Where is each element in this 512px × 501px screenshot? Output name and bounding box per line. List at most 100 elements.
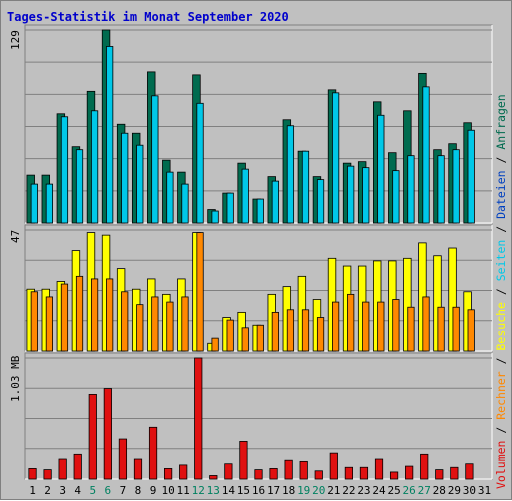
bar-besuche-day-2 (45, 296, 53, 352)
y-axis-max-label: 1.03 MB (9, 355, 22, 402)
day-label: 9 (150, 484, 157, 497)
bar-dateien-day-15 (241, 168, 249, 224)
bar-volumen-day-23 (359, 466, 369, 480)
bar-besuche-day-26 (407, 306, 415, 352)
day-label: 29 (448, 484, 461, 497)
bar-volumen-day-18 (284, 459, 293, 480)
y-axis-max-label: 47 (9, 230, 22, 243)
bar-dateien-day-19 (301, 150, 310, 224)
bar-volumen-day-26 (405, 465, 414, 480)
bar-besuche-day-22 (347, 293, 355, 352)
bar-dateien-day-8 (136, 144, 144, 224)
bar-dateien-day-6 (106, 46, 114, 224)
bar-seiten-day-28 (433, 255, 442, 352)
bar-volumen-day-29 (450, 466, 459, 480)
day-labels: 1 2 3 4 5 6 7 8 9 10 11 12 13 14 15 16 17 18 19 20 21 22 23 24 2… (29, 484, 491, 497)
bar-volumen-day-19 (299, 460, 308, 480)
legend-dateien: Dateien (494, 170, 508, 218)
bar-besuche-day-16 (256, 324, 264, 352)
bar-dateien-day-10 (166, 171, 174, 224)
bar-besuche-day-27 (422, 296, 430, 352)
bar-seiten-day-26 (403, 257, 412, 352)
day-label: 4 (74, 484, 81, 497)
bar-volumen-day-22 (344, 466, 353, 480)
day-label: 20 (312, 484, 325, 497)
day-label: 17 (267, 484, 280, 497)
day-label: 24 (372, 484, 386, 497)
panel-seiten-besuche: 47 (9, 224, 493, 352)
day-label: 27 (418, 484, 431, 497)
day-label: 5 (89, 484, 96, 497)
bar-volumen-day-15 (239, 441, 248, 480)
bar-volumen-day-5 (88, 394, 97, 480)
bar-volumen-day-16 (254, 469, 263, 480)
day-label: 6 (105, 484, 112, 497)
bar-volumen-day-7 (118, 438, 128, 480)
bar-volumen-day-20 (314, 470, 323, 480)
bar-dateien-day-30 (467, 129, 475, 224)
legend-seiten: Seiten (494, 240, 508, 282)
legend: Volumen / Rechner / Besuche / Seiten / D… (494, 94, 508, 489)
day-label: 26 (403, 484, 416, 497)
day-label: 12 (192, 484, 205, 497)
bar-dateien-day-26 (407, 155, 415, 224)
bar-besuche-day-19 (301, 309, 310, 352)
bar-volumen-day-17 (269, 468, 278, 480)
day-label: 3 (59, 484, 66, 497)
bar-besuche-day-1 (30, 291, 38, 352)
bar-volumen-day-4 (73, 453, 82, 480)
bar-besuche-day-18 (286, 309, 295, 352)
bar-volumen-day-9 (148, 426, 158, 480)
bar-besuche-day-10 (166, 301, 174, 352)
bar-besuche-day-7 (121, 291, 129, 352)
bar-dateien-day-1 (30, 183, 38, 224)
day-label: 23 (357, 484, 370, 497)
bar-besuche-day-3 (60, 283, 69, 352)
day-label: 21 (327, 484, 340, 497)
bar-dateien-day-25 (392, 170, 400, 224)
day-label: 30 (463, 484, 476, 497)
bar-volumen-day-21 (329, 452, 338, 480)
bar-dateien-day-17 (271, 180, 279, 224)
legend-separator: / (494, 150, 508, 171)
bar-besuche-day-11 (181, 296, 189, 352)
bar-besuche-day-13 (211, 337, 219, 352)
legend-anfragen: Anfragen (494, 94, 508, 149)
panel-anfragen-dateien: 129 (9, 24, 493, 224)
bar-dateien-day-5 (90, 110, 99, 224)
bar-besuche-day-20 (316, 317, 325, 352)
y-axis-max-label: 129 (9, 30, 22, 50)
day-label: 15 (237, 484, 250, 497)
bar-besuche-day-6 (106, 278, 114, 352)
bar-dateien-day-14 (226, 192, 234, 224)
day-label: 31 (478, 484, 491, 497)
chart-title: Tages-Statistik im Monat September 2020 (7, 10, 289, 24)
legend-volumen: Volumen (494, 441, 508, 489)
bar-besuche-day-21 (332, 301, 340, 352)
bar-besuche-day-12 (196, 232, 204, 352)
bar-besuche-day-25 (392, 299, 400, 352)
bar-dateien-day-22 (347, 165, 355, 224)
legend-rechner: Rechner (494, 371, 508, 420)
day-label: 22 (342, 484, 355, 497)
svg-text:Volumen / Rechner / Besuche /: Volumen / Rechner / Besuche / Seiten / D… (494, 94, 508, 489)
bar-besuche-day-14 (226, 319, 234, 352)
bar-besuche-day-23 (362, 301, 370, 352)
legend-besuche: Besuche (494, 302, 508, 351)
day-label: 11 (177, 484, 190, 497)
legend-separator: / (494, 219, 508, 240)
bar-dateien-day-18 (286, 125, 295, 224)
bar-besuche-day-17 (271, 311, 279, 352)
bar-volumen-day-27 (420, 453, 429, 480)
bar-dateien-day-16 (256, 198, 264, 224)
bar-volumen-day-1 (28, 468, 37, 480)
bar-dateien-day-28 (437, 155, 445, 224)
bar-dateien-day-13 (211, 210, 219, 224)
bar-volumen-day-8 (133, 458, 143, 480)
day-label: 16 (252, 484, 265, 497)
bar-dateien-day-9 (151, 95, 159, 224)
bar-besuche-day-29 (452, 306, 460, 352)
bar-volumen-day-30 (465, 463, 474, 480)
